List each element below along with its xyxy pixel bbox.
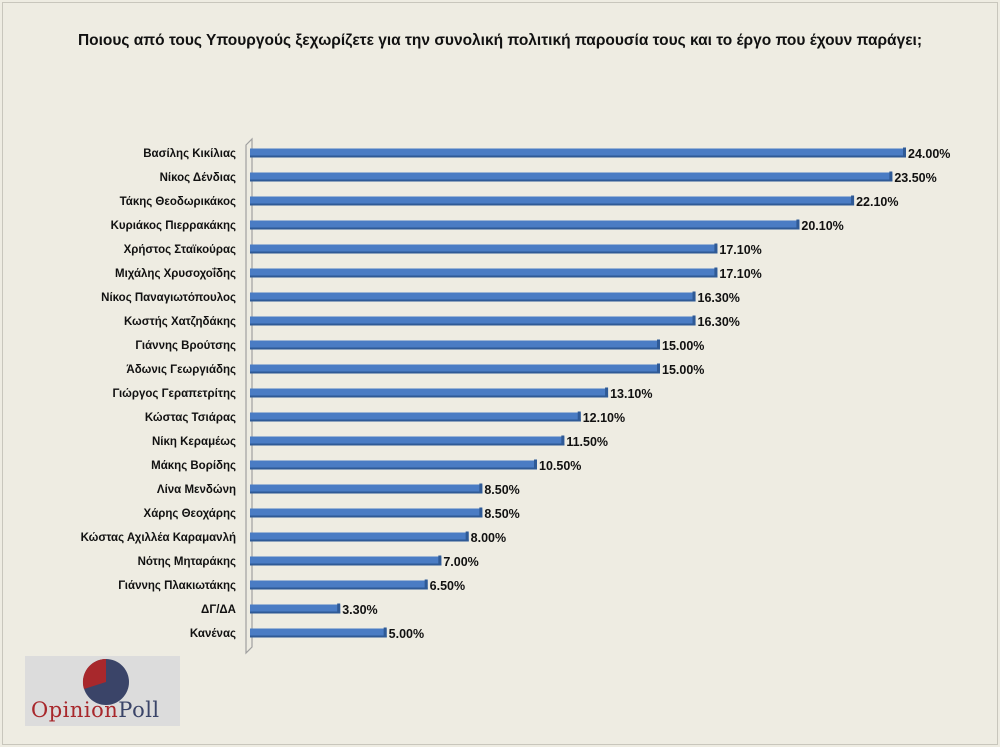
data-label: 8.00% — [471, 531, 506, 545]
category-label: Γιώργος Γεραπετρίτης — [112, 388, 236, 400]
data-label: 24.00% — [908, 147, 950, 161]
category-label: Κυριάκος Πιερρακάκης — [111, 220, 236, 232]
bar — [250, 195, 855, 206]
bar — [250, 315, 696, 326]
category-label: Κωστής Χατζηδάκης — [124, 316, 236, 328]
category-label: Λίνα Μενδώνη — [157, 484, 236, 496]
category-label: ΔΓ/ΔΑ — [201, 604, 236, 616]
bar — [250, 243, 718, 254]
category-label: Κώστας Αχιλλέα Καραμανλή — [81, 532, 236, 544]
data-label: 17.10% — [719, 267, 761, 281]
category-label: Χρήστος Σταϊκούρας — [124, 244, 236, 256]
data-label: 23.50% — [894, 171, 936, 185]
bar — [250, 603, 341, 614]
data-label: 10.50% — [539, 459, 581, 473]
bar — [250, 531, 469, 542]
category-label: Κώστας Τσιάρας — [145, 412, 236, 424]
data-label: 3.30% — [342, 603, 377, 617]
data-label: 6.50% — [430, 579, 465, 593]
category-label: Τάκης Θεοδωρικάκος — [120, 196, 236, 208]
axis-wall — [245, 137, 253, 655]
data-label: 16.30% — [698, 315, 740, 329]
data-label: 22.10% — [856, 195, 898, 209]
bar — [250, 291, 696, 302]
category-label: Άδωνις Γεωργιάδης — [126, 364, 236, 376]
category-label: Νίκος Παναγιωτόπουλος — [101, 292, 236, 304]
category-label: Γιάννης Πλακιωτάκης — [118, 580, 236, 592]
chart-title: Ποιους από τους Υπουργούς ξεχωρίζετε για… — [77, 32, 923, 49]
bar — [250, 435, 565, 446]
logo-text: OpinionPoll — [31, 698, 160, 722]
data-label: 8.50% — [484, 483, 519, 497]
category-label: Μάκης Βορίδης — [151, 460, 236, 472]
data-label: 20.10% — [801, 219, 843, 233]
bar — [250, 627, 387, 638]
bar — [250, 507, 483, 518]
data-label: 5.00% — [389, 627, 424, 641]
category-label: Κανένας — [190, 628, 236, 640]
pie-logo-icon — [82, 658, 129, 705]
bar — [250, 483, 483, 494]
bar — [250, 147, 906, 158]
bar — [250, 579, 428, 590]
data-label: 15.00% — [662, 339, 704, 353]
data-label: 12.10% — [583, 411, 625, 425]
data-label: 15.00% — [662, 363, 704, 377]
opinionpoll-logo: OpinionPoll — [25, 656, 180, 726]
bar — [250, 555, 442, 566]
category-label: Νίκος Δένδιας — [160, 172, 236, 184]
category-label: Νότης Μηταράκης — [138, 556, 236, 568]
data-label: 13.10% — [610, 387, 652, 401]
data-label: 17.10% — [719, 243, 761, 257]
category-label: Νίκη Κεραμέως — [152, 436, 236, 448]
data-label: 11.50% — [566, 435, 608, 449]
bar — [250, 459, 537, 470]
bar — [250, 363, 660, 374]
bar — [250, 267, 718, 278]
data-label: 8.50% — [484, 507, 519, 521]
category-label: Βασίλης Κικίλιας — [143, 148, 236, 160]
category-label: Χάρης Θεοχάρης — [144, 508, 236, 520]
bar — [250, 339, 660, 350]
category-label: Γιάννης Βρούτσης — [135, 340, 236, 352]
data-label: 16.30% — [698, 291, 740, 305]
bar — [250, 171, 893, 182]
category-label: Μιχάλης Χρυσοχοΐδης — [115, 268, 236, 280]
bar — [250, 219, 800, 230]
bar — [250, 411, 581, 422]
data-label: 7.00% — [443, 555, 478, 569]
bar — [250, 387, 609, 398]
